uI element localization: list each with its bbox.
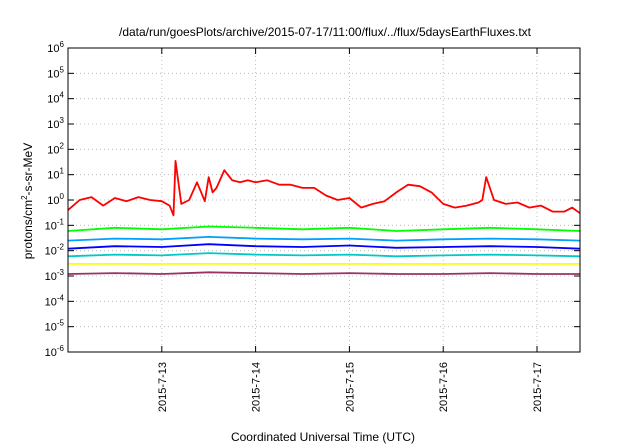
y-tick-base: 10: [47, 68, 59, 80]
x-axis-label: Coordinated Universal Time (UTC): [231, 430, 415, 444]
y-tick-base: 10: [47, 144, 59, 156]
x-tick-label: 2015-7-15: [344, 362, 356, 412]
y-tick-label: 10-3: [45, 268, 65, 283]
x-tick-label: 2015-7-13: [157, 362, 169, 412]
series-line-2: [67, 235, 581, 242]
series-line-0: [67, 159, 581, 217]
series-line-6: [67, 271, 580, 275]
y-tick-base: 10: [45, 296, 57, 308]
x-axis: 2015-7-13 2015-7-14 2015-7-15 2015-7-16 2015…: [157, 48, 544, 412]
y-tick-label: 103: [47, 116, 64, 131]
y-axis-label-rest: -s-sr-MeV: [21, 143, 35, 196]
y-tick-exp: 4: [60, 91, 65, 100]
y-tick-label: 106: [47, 40, 64, 55]
y-tick-exp: 5: [60, 65, 65, 74]
y-tick-base: 10: [45, 271, 57, 283]
chart-title: /data/run/goesPlots/archive/2015-07-17/1…: [119, 25, 532, 39]
y-tick-label: 105: [47, 65, 64, 80]
x-tick-label: 2015-7-16: [438, 362, 450, 412]
y-tick-base: 10: [45, 347, 57, 359]
y-tick-base: 10: [47, 43, 59, 55]
y-tick-exp: -1: [57, 217, 65, 226]
y-tick-exp: -3: [57, 268, 65, 277]
y-tick-exp: 2: [60, 141, 65, 150]
series-line-4: [67, 252, 581, 258]
series-line-1: [67, 225, 581, 232]
y-tick-label: 10-2: [45, 243, 65, 258]
grid: [68, 48, 580, 352]
y-tick-exp: 6: [60, 40, 65, 49]
series-line-3: [67, 243, 581, 250]
y-tick-exp: 3: [60, 116, 65, 125]
y-tick-base: 10: [45, 322, 57, 334]
y-tick-exp: 1: [60, 167, 65, 176]
y-tick-label: 10-4: [45, 293, 65, 308]
y-axis-label: protons/cm2-s-sr-MeV: [20, 143, 35, 259]
y-tick-exp: 0: [60, 192, 65, 201]
y-tick-base: 10: [47, 170, 59, 182]
y-axis-label-main: protons/cm: [21, 200, 35, 259]
x-tick-label: 2015-7-14: [251, 362, 263, 412]
y-tick-label: 104: [47, 91, 64, 106]
y-tick-base: 10: [47, 119, 59, 131]
y-tick-exp: -5: [57, 319, 65, 328]
y-tick-exp: -2: [57, 243, 65, 252]
y-axis-label-exp: 2: [20, 195, 29, 200]
series-group: [67, 159, 581, 275]
y-tick-base: 10: [45, 220, 57, 232]
y-axis: 10-610-510-410-310-210-11001011021031041…: [45, 40, 580, 359]
y-tick-base: 10: [47, 94, 59, 106]
y-tick-label: 101: [47, 167, 64, 182]
y-tick-label: 10-1: [45, 217, 65, 232]
y-tick-base: 10: [47, 195, 59, 207]
y-tick-exp: -4: [57, 293, 65, 302]
y-tick-label: 10-5: [45, 319, 65, 334]
x-tick-label: 2015-7-17: [532, 362, 544, 412]
y-tick-base: 10: [45, 246, 57, 258]
y-tick-label: 102: [47, 141, 64, 156]
y-tick-exp: -6: [57, 344, 65, 353]
y-tick-label: 10-6: [45, 344, 65, 359]
y-tick-label: 100: [47, 192, 64, 207]
